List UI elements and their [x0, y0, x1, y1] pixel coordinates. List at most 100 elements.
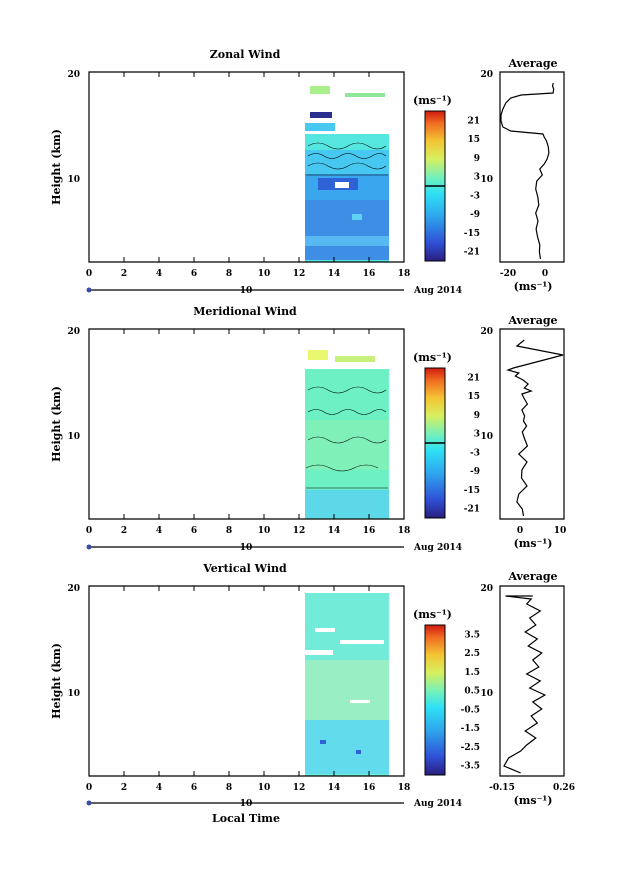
xtick-label-1-6: 12: [293, 526, 306, 536]
xtick-label-1-4: 8: [226, 526, 232, 536]
xtick-label-0-7: 14: [328, 269, 341, 279]
meridional-avg-ytick-20: 20: [480, 327, 493, 337]
zonal-yticks: 10 20: [67, 70, 80, 185]
meridional-avg-xtick-1: 0: [517, 526, 523, 536]
xtick-label-2-9: 18: [398, 783, 411, 793]
zonal-field-low: [305, 200, 389, 260]
meridional-patch-1: [308, 350, 328, 360]
vertical-avg-ytick-10: 10: [480, 689, 493, 699]
meridional-yticks: 10 20: [67, 327, 80, 442]
zonal-cb-units: (ms⁻¹): [413, 94, 452, 107]
xtick-label-2-1: 2: [121, 783, 127, 793]
vertical-cb-ticks: 3.5 2.5 1.5 0.5 -0.5 -1.5 -2.5 -3.5: [461, 630, 480, 771]
xtick-label-1-3: 6: [191, 526, 197, 536]
vertical-avg-xtick-2: 0.26: [553, 783, 575, 793]
xtick-label-1-8: 16: [363, 526, 376, 536]
meridional-avg-title: Average: [507, 314, 557, 327]
xtick-label-0-9: 18: [398, 269, 411, 279]
vertical-patch-1: [320, 740, 326, 744]
xtick-label-1-5: 10: [258, 526, 271, 536]
vertical-avg-profile: [503, 595, 547, 774]
vertical-wind-panel: Vertical Wind Height (km) 0 2 4 6 8 10 12 14 16 1…: [50, 562, 575, 825]
vertical-heatmap: [305, 593, 389, 776]
meridional-contours: [305, 386, 388, 489]
meridional-patch-3: [305, 490, 389, 518]
meridional-avg-profile: [506, 339, 564, 517]
meridional-date-label: 10: [240, 543, 253, 553]
zonal-patch-1: [310, 86, 330, 94]
zonal-ytick-20: 20: [67, 70, 80, 80]
colorbar-tick-1-2: 9: [474, 411, 480, 421]
xtick-label-2-2: 4: [156, 783, 162, 793]
vertical-colorbar: (ms⁻¹) 3.5 2.5 1.5 0.5 -0.5 -1.5 -2.5 -3.5: [413, 608, 480, 776]
colorbar-tick-0-2: 9: [474, 154, 480, 164]
zonal-avg-xlabel: (ms⁻¹): [514, 280, 553, 293]
zonal-title: Zonal Wind: [210, 48, 281, 61]
zonal-avg-xtick-1: -20: [500, 269, 516, 279]
colorbar-tick-0-0: 21: [467, 116, 480, 126]
vertical-cb-units: (ms⁻¹): [413, 608, 452, 621]
xtick-label-1-9: 18: [398, 526, 411, 536]
vertical-avg-frame: [499, 585, 565, 777]
zonal-wind-panel: Zonal Wind Height (km) 0 2 4 6 8 10 12 14 16 18 1…: [50, 48, 565, 296]
meridional-avg-ytick-10: 10: [480, 432, 493, 442]
zonal-avg-title: Average: [507, 57, 557, 70]
xtick-label-1-0: 0: [86, 526, 92, 536]
vertical-ylabel: Height (km): [50, 643, 63, 719]
colorbar-tick-1-3: 3: [474, 430, 480, 440]
vertical-gap-3: [305, 650, 333, 655]
zonal-ytick-10: 10: [67, 175, 80, 185]
meridional-ytick-20: 20: [67, 327, 80, 337]
meridional-colorbar: (ms⁻¹) 21 15 9 3 -3 -9 -15 -21: [413, 351, 480, 519]
meridional-heatmap: [305, 341, 389, 519]
meridional-field-mid: [305, 420, 389, 470]
vertical-xticks: 0 2 4 6 8 10 12 14 16 18: [86, 586, 410, 793]
meridional-average: Average 10 20 0 10 (ms⁻¹): [480, 314, 566, 550]
vertical-avg-xlabel: (ms⁻¹): [514, 794, 553, 807]
colorbar-tick-2-0: 3.5: [464, 630, 480, 640]
vertical-title: Vertical Wind: [202, 562, 287, 575]
vertical-date-label: 10: [240, 799, 253, 809]
vertical-gap-1: [315, 628, 335, 632]
zonal-patch-3: [310, 112, 332, 118]
colorbar-tick-2-7: -3.5: [461, 762, 480, 772]
colorbar-tick-0-4: -3: [470, 191, 480, 201]
vertical-date-axis: 10 Aug 2014 Local Time: [86, 799, 462, 825]
vertical-average: Average 10 20 -0.15 0.26 (ms⁻¹): [480, 570, 574, 807]
meridional-avg-xtick-2: 10: [554, 526, 567, 536]
xtick-label-0-3: 6: [191, 269, 197, 279]
xtick-label-2-3: 6: [191, 783, 197, 793]
vertical-patch-2: [356, 750, 361, 754]
zonal-date-label: 10: [240, 286, 253, 296]
colorbar-tick-0-1: 15: [467, 135, 480, 145]
zonal-avg-ytick-20: 20: [480, 70, 493, 80]
xtick-label-2-4: 8: [226, 783, 232, 793]
meridional-avg-xlabel: (ms⁻¹): [514, 537, 553, 550]
zonal-patch-2: [345, 93, 385, 97]
colorbar-tick-2-4: -0.5: [461, 705, 480, 715]
vertical-avg-ytick-20: 20: [480, 584, 493, 594]
vertical-ytick-10: 10: [67, 689, 80, 699]
xtick-label-2-6: 12: [293, 783, 306, 793]
xtick-label-2-0: 0: [86, 783, 92, 793]
vertical-gap-4: [350, 700, 370, 703]
xtick-label-1-2: 4: [156, 526, 162, 536]
zonal-heatmap: [305, 84, 389, 262]
zonal-patch-7: [352, 214, 362, 220]
zonal-ylabel: Height (km): [50, 129, 63, 205]
colorbar-tick-2-6: -2.5: [461, 743, 480, 753]
colorbar-tick-0-6: -15: [464, 229, 480, 239]
meridional-avg-frame: [499, 328, 565, 520]
vertical-month-label: Aug 2014: [413, 799, 462, 809]
vertical-ytick-20: 20: [67, 584, 80, 594]
zonal-contours: [306, 142, 388, 176]
xtick-label-2-7: 14: [328, 783, 341, 793]
colorbar-tick-1-0: 21: [467, 373, 480, 383]
meridional-xticks: 0 2 4 6 8 10 12 14 16 18: [86, 329, 410, 536]
meridional-cb-ticks: 21 15 9 3 -3 -9 -15 -21: [464, 373, 480, 514]
zonal-cb-ticks: 21 15 9 3 -3 -9 -15 -21: [464, 116, 480, 257]
xtick-label-0-2: 4: [156, 269, 162, 279]
xtick-label-0-4: 8: [226, 269, 232, 279]
zonal-avg-profile: [500, 82, 555, 260]
